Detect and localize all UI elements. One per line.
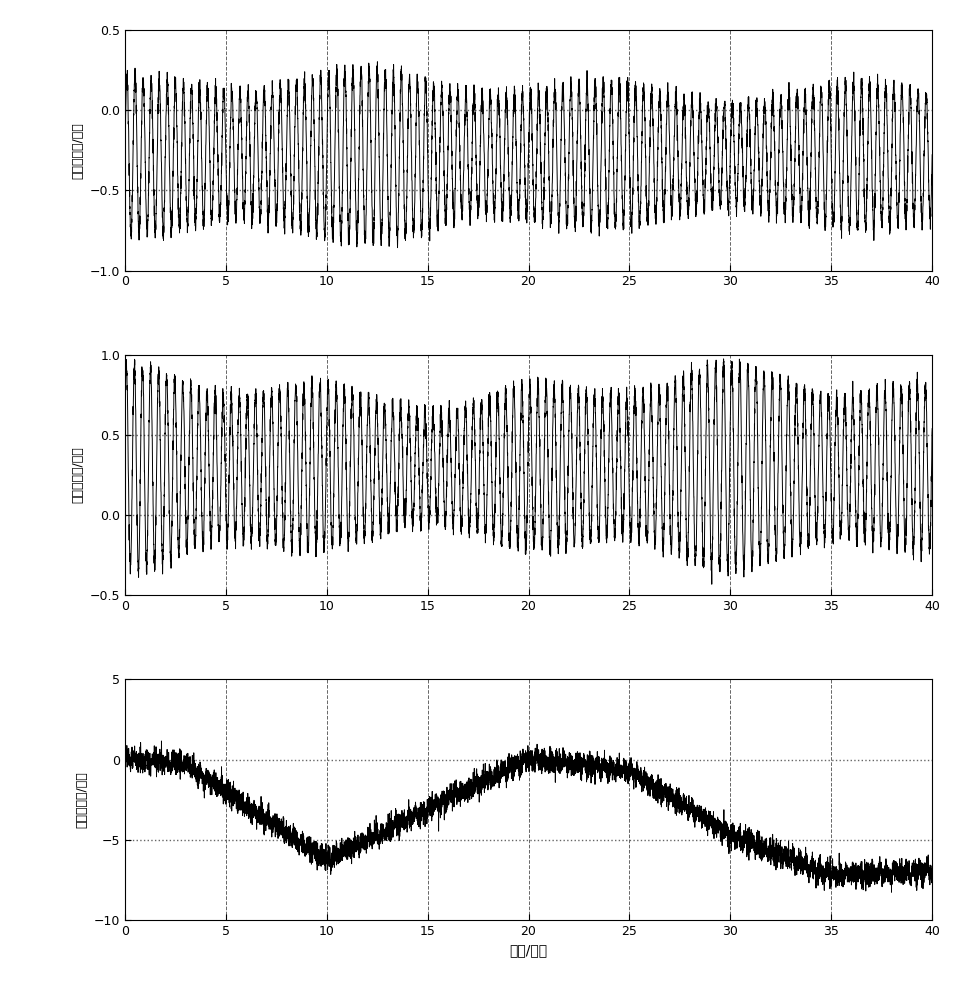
- X-axis label: 时间/小时: 时间/小时: [509, 943, 548, 957]
- Y-axis label: 横摇位置差/角分: 横摇位置差/角分: [71, 447, 84, 503]
- Y-axis label: 航向位置差/角分: 航向位置差/角分: [75, 771, 88, 828]
- Y-axis label: 纵摇位置差/角分: 纵摇位置差/角分: [71, 122, 84, 179]
